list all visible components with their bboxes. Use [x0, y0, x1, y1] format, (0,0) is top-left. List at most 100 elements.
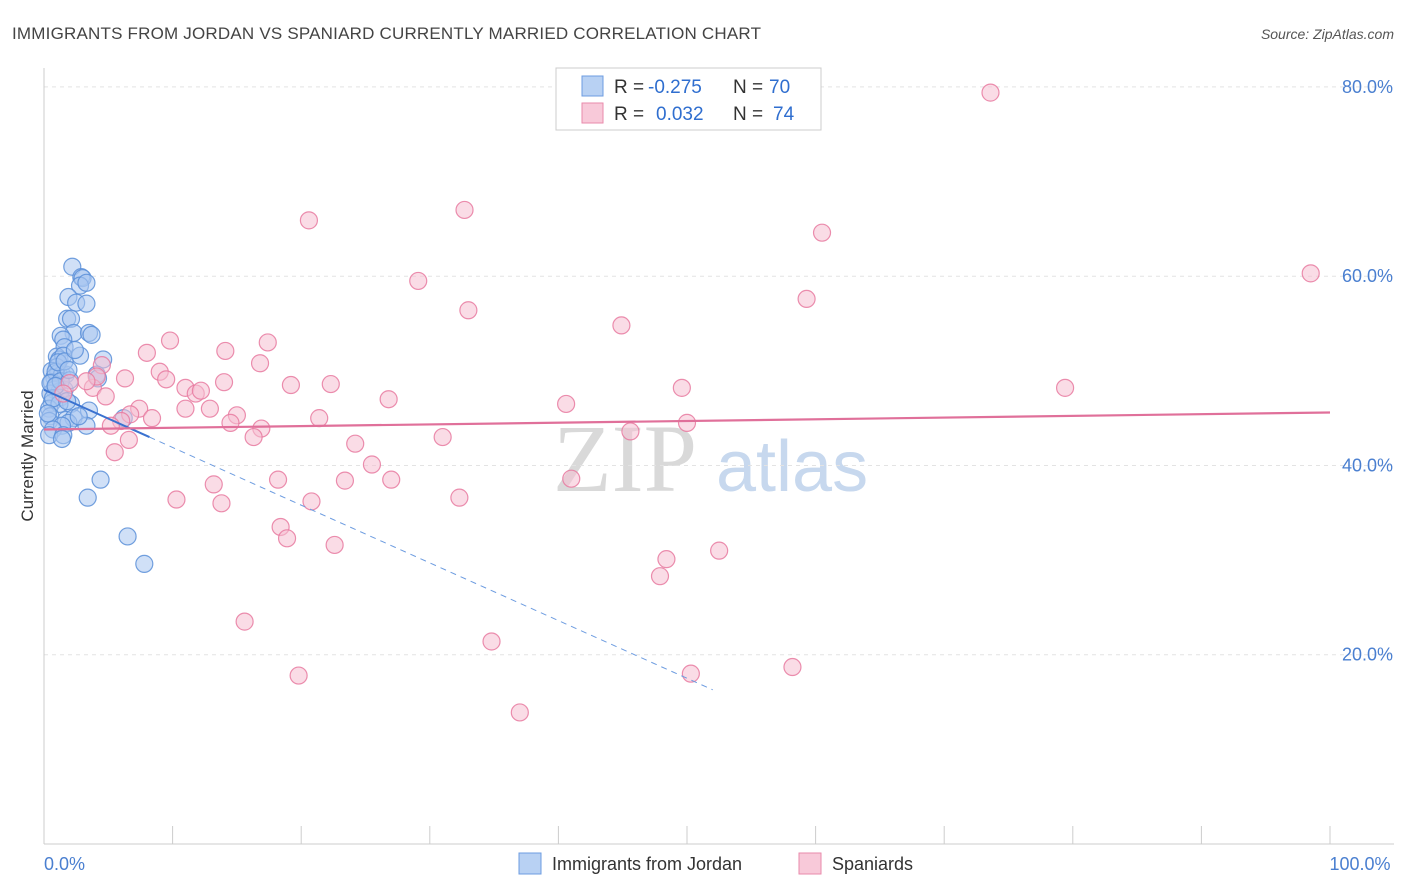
data-point: [105, 443, 124, 462]
data-point: [289, 666, 308, 685]
data-point: [82, 325, 101, 344]
data-point: [812, 223, 832, 242]
data-point: [176, 399, 195, 418]
gridlines: [44, 86, 1394, 656]
data-point: [1301, 264, 1320, 283]
legend-r-label-spaniards: R =: [614, 104, 644, 125]
y-axis-label: Currently Married: [18, 390, 37, 521]
legend-swatch-spaniards: [581, 102, 604, 124]
series-legend: Immigrants from Jordan Spaniards: [518, 852, 913, 875]
data-point: [650, 567, 670, 586]
data-point: [167, 490, 186, 509]
data-point: [214, 373, 234, 392]
data-point: [119, 430, 138, 450]
data-point: [612, 316, 631, 335]
y-tick-label-60: 60.0%: [1342, 266, 1393, 286]
data-point: [362, 455, 382, 474]
data-point: [783, 657, 802, 677]
data-point: [118, 527, 137, 546]
data-point: [135, 554, 154, 573]
data-point: [96, 387, 115, 406]
data-point: [204, 475, 223, 494]
data-point: [212, 494, 231, 513]
data-point: [268, 470, 288, 489]
data-point: [91, 470, 110, 489]
legend-n-label-spaniards: N =: [733, 104, 763, 125]
y-tick-labels: 20.0% 40.0% 60.0% 80.0%: [1342, 77, 1393, 665]
data-point: [562, 469, 581, 488]
data-point: [710, 541, 729, 560]
data-point: [302, 492, 321, 511]
data-point: [160, 331, 180, 350]
legend-r-value-spaniards: 0.032: [656, 104, 704, 125]
data-point: [191, 381, 210, 400]
data-point: [672, 378, 691, 397]
data-point: [216, 341, 235, 361]
series-legend-label-spaniards: Spaniards: [832, 854, 913, 874]
legend-swatch-jordan: [581, 75, 604, 97]
data-point: [797, 289, 816, 309]
data-point: [657, 550, 676, 569]
legend-r-value-jordan: -0.275: [648, 77, 702, 98]
legend-n-value-spaniards: 74: [773, 104, 795, 125]
data-point: [450, 488, 469, 507]
data-point: [409, 271, 428, 291]
legend-r-label-jordan: R =: [614, 77, 644, 98]
data-point: [510, 703, 529, 722]
data-point: [621, 422, 640, 441]
correlation-legend: R = -0.275 N = 70 R = 0.032 N = 74: [555, 67, 822, 131]
series-legend-swatch-jordan: [518, 852, 542, 875]
x-tick-label-0: 0.0%: [44, 854, 85, 874]
data-point: [325, 535, 344, 555]
watermark-atlas: atlas: [716, 427, 868, 507]
data-point: [681, 664, 700, 683]
data-point: [52, 429, 72, 449]
data-point: [433, 427, 452, 447]
y-tick-label-20: 20.0%: [1342, 645, 1393, 665]
x-axis-ticks: [43, 826, 1331, 844]
data-point: [258, 333, 277, 352]
data-point: [277, 529, 297, 548]
data-point: [335, 471, 355, 490]
trend-line-jordan-extrapolated: [149, 436, 713, 691]
series-spaniards: [54, 83, 1320, 722]
data-point: [455, 200, 474, 220]
data-point: [310, 409, 329, 428]
data-point: [77, 294, 96, 313]
data-point: [244, 427, 263, 447]
data-point: [482, 632, 501, 651]
data-point: [1055, 378, 1075, 397]
y-tick-label-80: 80.0%: [1342, 77, 1393, 97]
data-point: [142, 409, 162, 428]
data-point: [200, 399, 219, 418]
data-point: [157, 370, 176, 389]
chart-source: Source: ZipAtlas.com: [1261, 26, 1394, 42]
x-tick-labels: 0.0% 100.0%: [44, 854, 1391, 874]
data-point: [221, 413, 240, 432]
data-point: [382, 470, 401, 489]
data-point: [38, 404, 57, 423]
data-point: [115, 369, 135, 388]
legend-n-label-jordan: N =: [733, 77, 763, 98]
data-point: [321, 374, 340, 394]
series-legend-swatch-spaniards: [798, 852, 822, 875]
data-point: [137, 343, 156, 362]
legend-n-value-jordan: 70: [769, 77, 790, 98]
data-point: [459, 301, 478, 320]
series-legend-label-jordan: Immigrants from Jordan: [552, 854, 742, 874]
data-point: [281, 375, 301, 395]
data-point: [77, 273, 96, 292]
trend-line-spaniards: [43, 411, 1331, 431]
trend-lines: [43, 388, 1331, 691]
y-tick-label-40: 40.0%: [1342, 455, 1393, 475]
data-point: [78, 488, 97, 507]
data-point: [346, 434, 365, 453]
chart-title: IMMIGRANTS FROM JORDAN VS SPANIARD CURRE…: [12, 24, 761, 43]
data-point: [250, 354, 270, 373]
data-point: [981, 83, 1000, 102]
data-point: [557, 394, 576, 414]
data-point: [235, 612, 254, 631]
data-point: [69, 407, 88, 426]
x-tick-label-100: 100.0%: [1329, 854, 1390, 874]
